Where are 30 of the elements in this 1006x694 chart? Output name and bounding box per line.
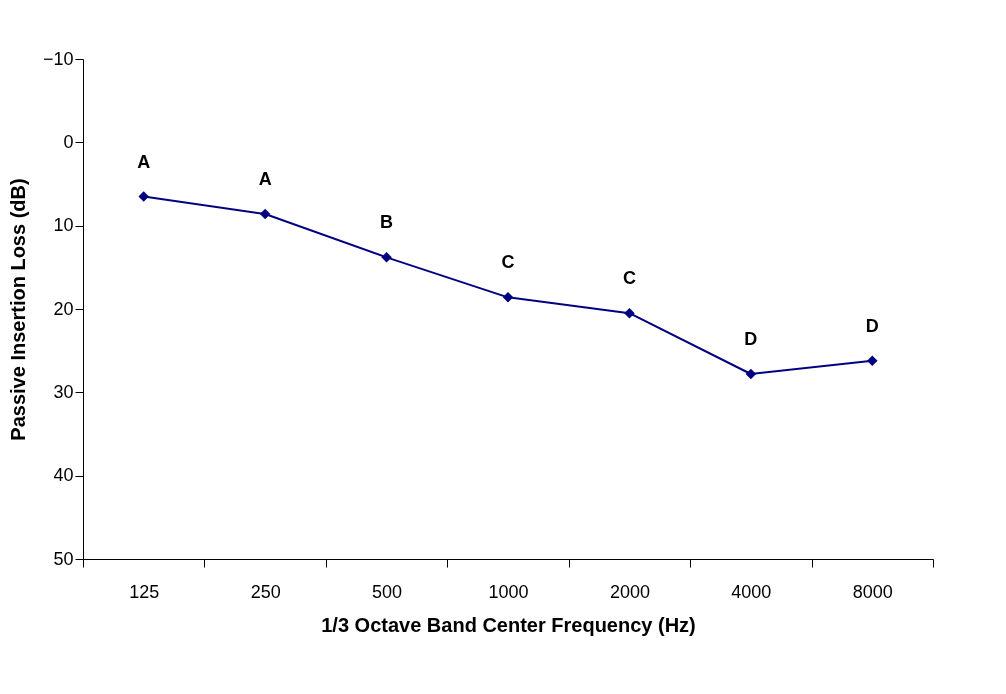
point xyxy=(138,191,149,202)
x-tick-label: 4000 xyxy=(731,581,772,602)
point xyxy=(381,252,392,263)
y-tick-label: −10 xyxy=(42,48,74,69)
x-tick-label: 250 xyxy=(250,581,281,602)
annotation: A xyxy=(137,151,151,172)
annotation: A xyxy=(258,169,272,189)
annotation: D xyxy=(744,329,758,349)
y-tick-label: 50 xyxy=(53,548,74,569)
y-axis-title: Passive Insertion Loss (dB) xyxy=(6,178,29,441)
point xyxy=(745,368,757,380)
y-tick-label: 20 xyxy=(53,298,74,319)
x-tick-label: 2000 xyxy=(609,581,650,602)
x-tick-label: 8000 xyxy=(852,581,893,602)
y-tick-label: 0 xyxy=(63,131,74,152)
point xyxy=(624,307,635,319)
annotation: C xyxy=(501,252,515,273)
point xyxy=(867,355,878,366)
annotation: C xyxy=(622,268,636,289)
point xyxy=(502,292,514,303)
annotation: B xyxy=(380,212,394,233)
x-axis-title: 1/3 Octave Band Center Frequency (Hz) xyxy=(321,613,696,636)
y-tick-label: 30 xyxy=(53,381,74,402)
x-tick-label: 500 xyxy=(372,581,403,602)
x-tick-label: 125 xyxy=(129,581,160,602)
annotation: D xyxy=(865,315,879,336)
y-tick-label: 10 xyxy=(53,215,74,236)
y-tick-label: 40 xyxy=(53,465,74,486)
x-tick-label: 1000 xyxy=(488,581,529,602)
point xyxy=(259,208,271,220)
